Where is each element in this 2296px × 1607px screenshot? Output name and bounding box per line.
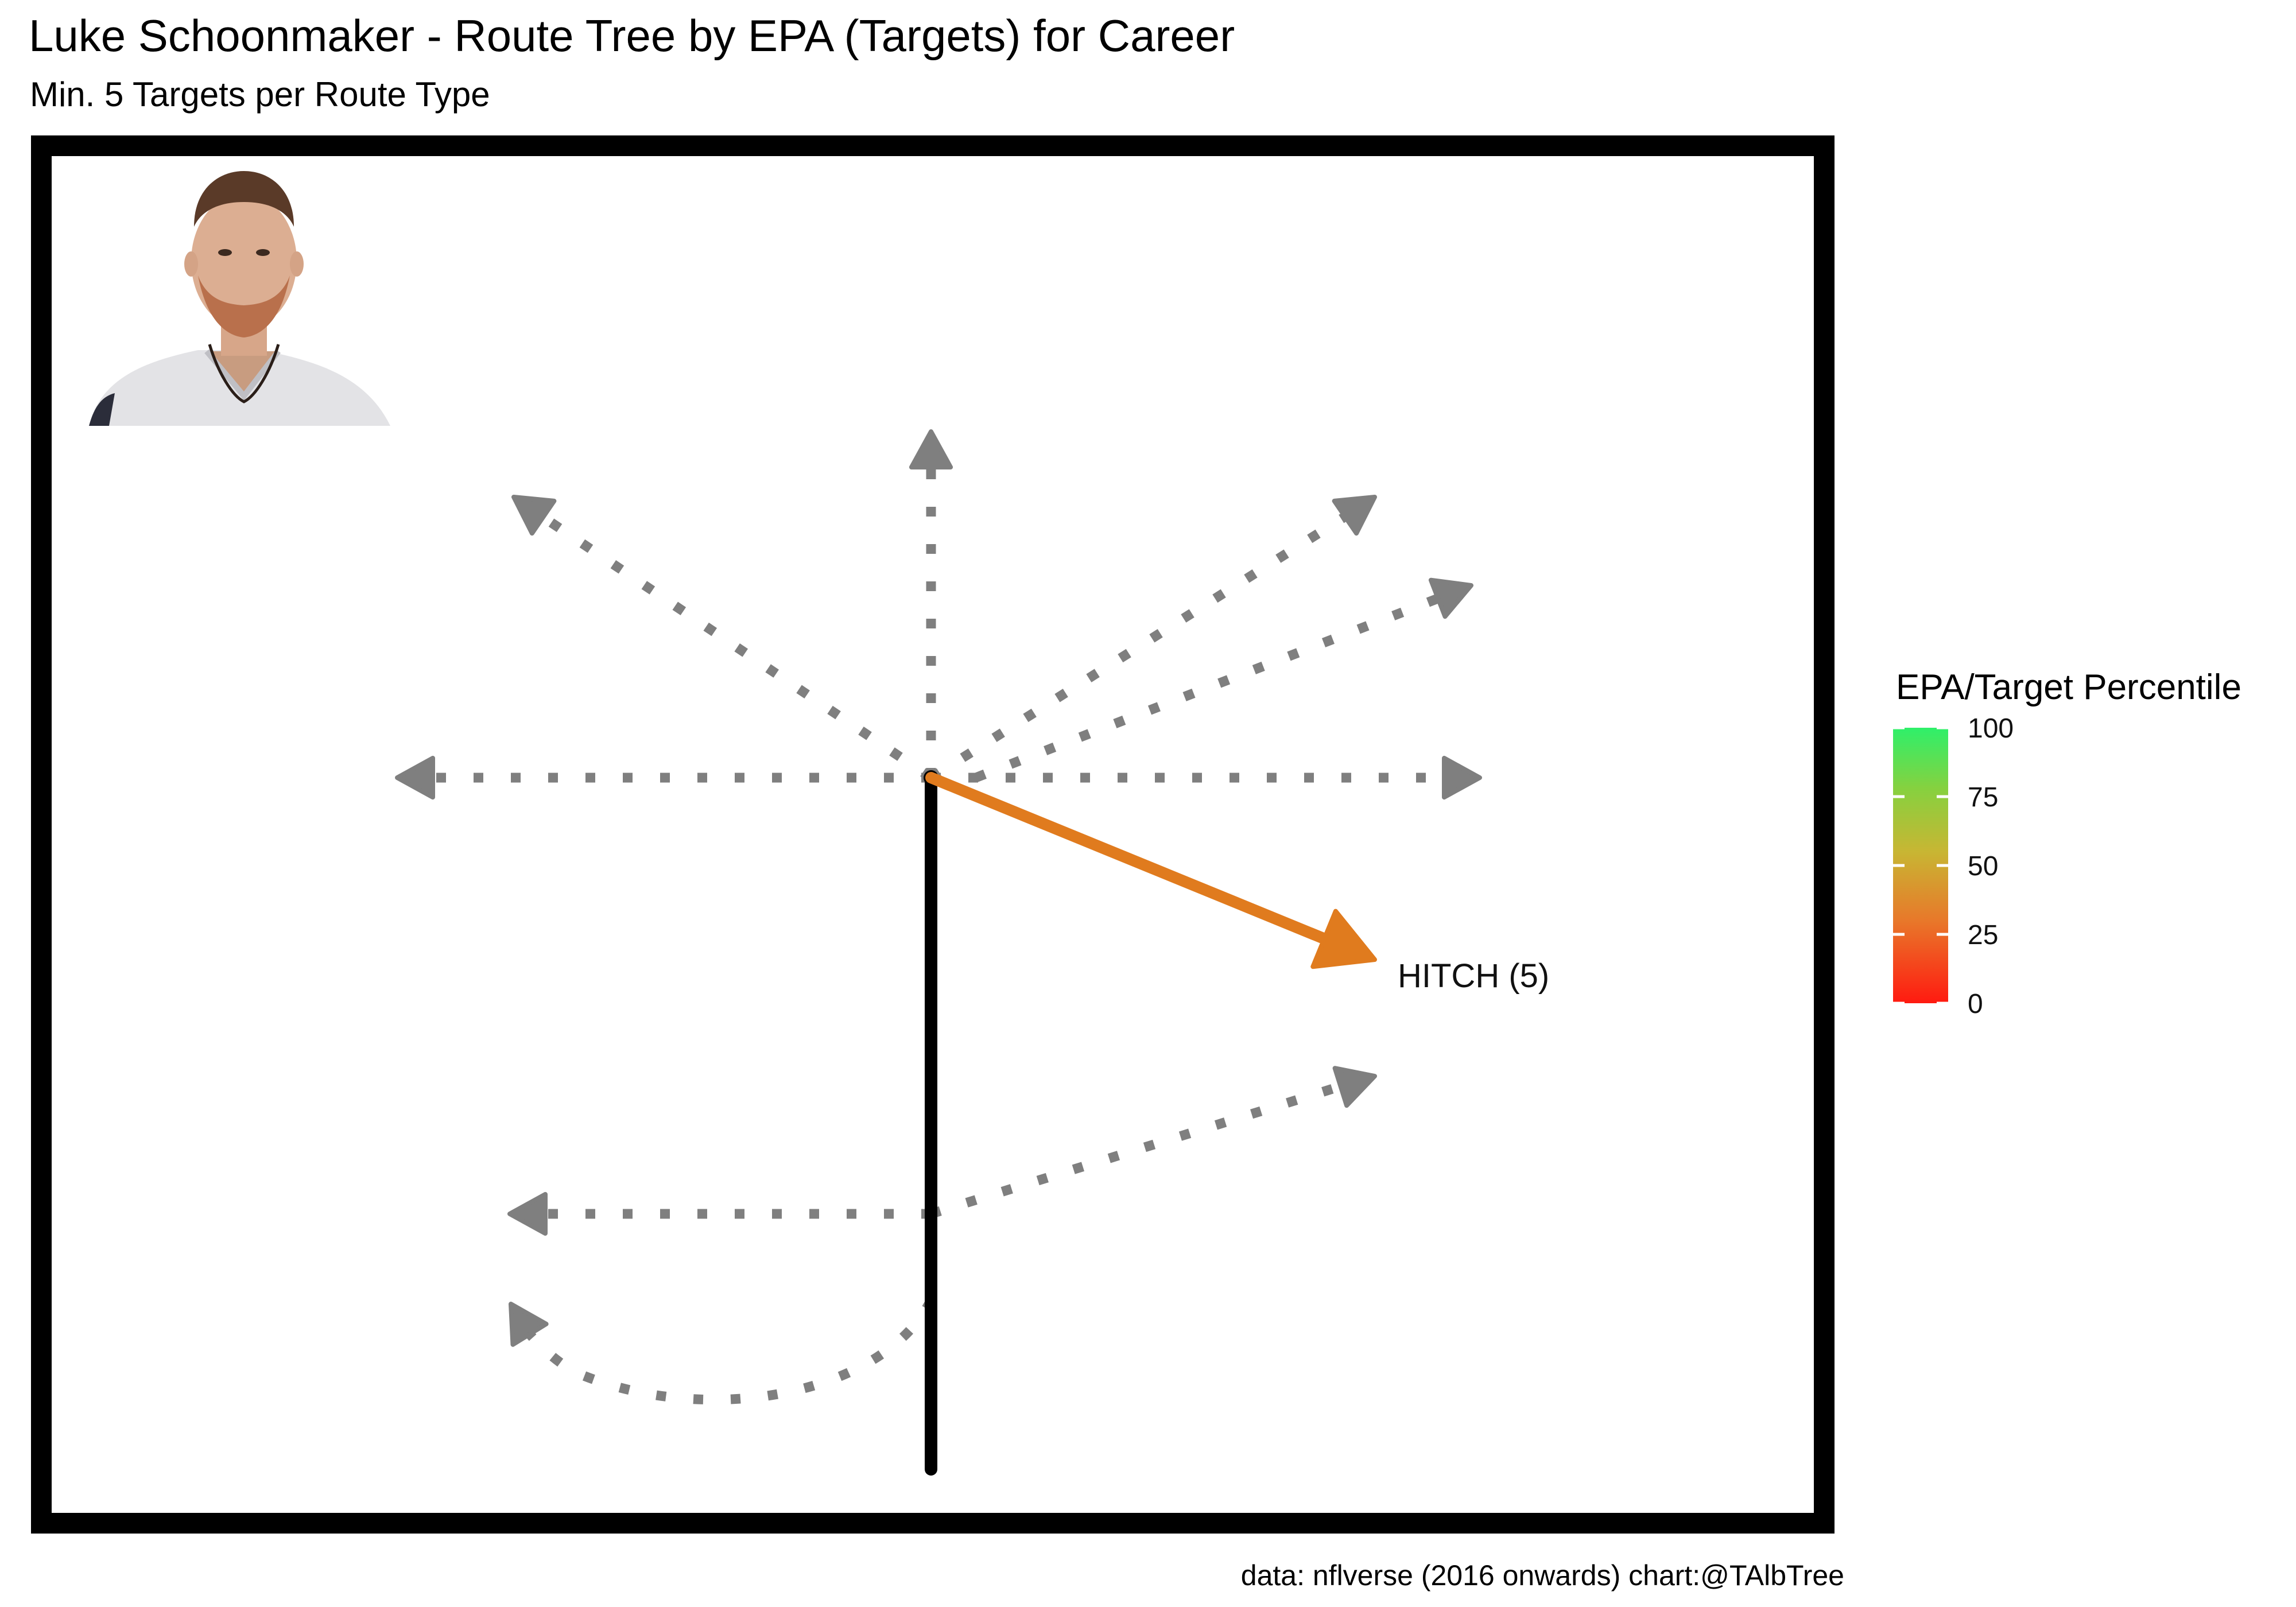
legend: 100 75 50 25 0 bbox=[1893, 713, 2014, 1019]
route-shallow-corner-path bbox=[974, 587, 1459, 782]
route-post-path bbox=[524, 502, 934, 782]
route-flat-left-arrowhead bbox=[507, 1191, 548, 1236]
routes-layer: HITCH (5) bbox=[395, 429, 1549, 1476]
legend-tick-label: 100 bbox=[1968, 713, 2014, 744]
route-flat-right-arrowhead bbox=[1332, 1066, 1377, 1108]
chart-caption: data: nflverse (2016 onwards) chart:@TAl… bbox=[1240, 1559, 1844, 1592]
route-corner-arrowhead bbox=[1332, 495, 1377, 536]
legend-tick-label: 0 bbox=[1968, 989, 1983, 1019]
legend-title: EPA/Target Percentile bbox=[1896, 667, 2241, 707]
route-in-arrowhead bbox=[395, 755, 435, 800]
field-border bbox=[31, 135, 1835, 1534]
route-wheel-path bbox=[509, 1298, 936, 1405]
route-hitch-line bbox=[925, 772, 1343, 950]
route-go-arrowhead bbox=[909, 429, 953, 469]
legend-tick-label: 50 bbox=[1968, 851, 1998, 882]
legend-tick-label: 75 bbox=[1968, 782, 1998, 813]
chart-title: Luke Schoonmaker - Route Tree by EPA (Ta… bbox=[29, 10, 1235, 61]
route-flat-right-path bbox=[929, 1075, 1362, 1219]
player-headshot bbox=[89, 171, 390, 426]
chart-subtitle: Min. 5 Targets per Route Type bbox=[30, 75, 490, 114]
legend-ticks: 100 75 50 25 0 bbox=[1893, 713, 2014, 1019]
route-shallow-corner-arrowhead bbox=[1428, 577, 1473, 619]
route-corner-path bbox=[928, 502, 1364, 782]
route-post-arrowhead bbox=[511, 495, 557, 536]
legend-tick-label: 25 bbox=[1968, 920, 1998, 950]
route-hitch-label: HITCH (5) bbox=[1398, 957, 1549, 995]
route-wheel-arrowhead bbox=[509, 1302, 549, 1347]
route-out-arrowhead bbox=[1442, 755, 1482, 800]
route-hitch-arrowhead bbox=[1310, 909, 1377, 969]
